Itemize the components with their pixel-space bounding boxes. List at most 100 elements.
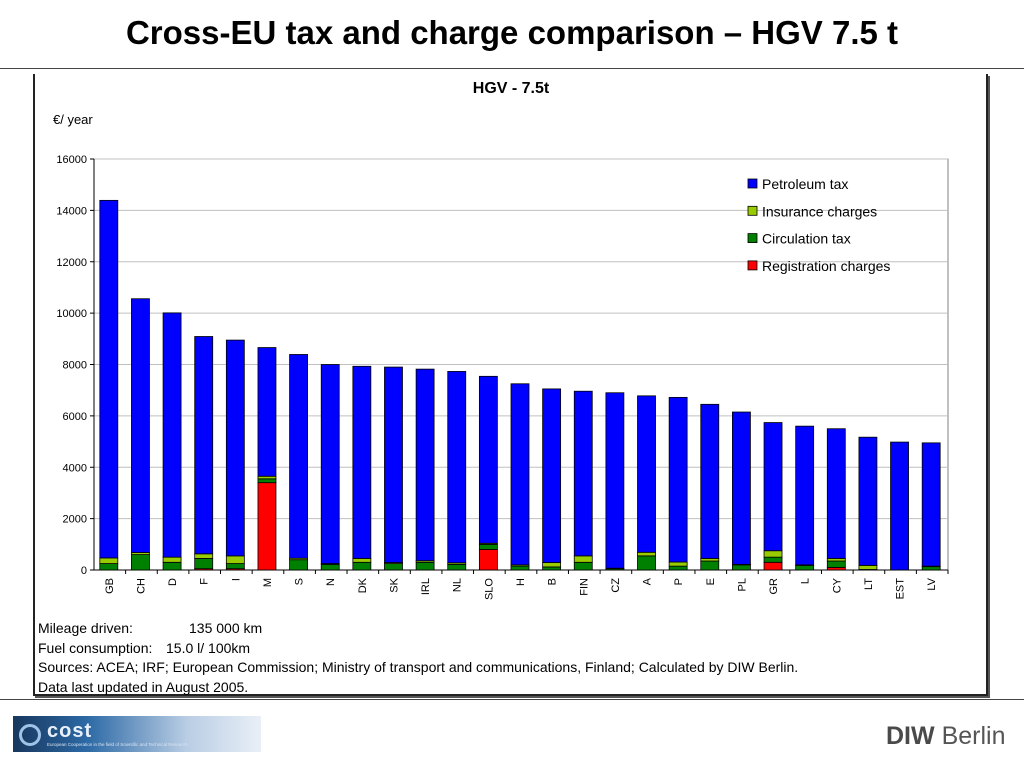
x-tick-label: I (230, 578, 242, 581)
bar-segment-petroleum-tax (225, 339, 245, 557)
bar-segment-circulation-tax (510, 565, 530, 571)
x-tick-label: A (642, 577, 654, 585)
x-tick-label: N (325, 578, 337, 586)
bar-segment-petroleum-tax (352, 365, 372, 559)
bar-segment-petroleum-tax (289, 354, 308, 559)
x-tick-label: LT (863, 578, 875, 590)
diw-logo-rest: Berlin (941, 722, 1006, 750)
bar-segment-registration-charges (257, 482, 277, 571)
bar-segment-petroleum-tax (162, 312, 182, 558)
cost-logo: cost European Cooperation in the field o… (13, 716, 261, 752)
chart-title: HGV - 7.5t (473, 80, 550, 97)
bar-segment-petroleum-tax (415, 368, 435, 562)
fuel-label: Fuel consumption: (38, 639, 153, 656)
x-tick-label: CH (135, 578, 147, 594)
bar-segment-circulation-tax (763, 556, 783, 563)
bar-segment-petroleum-tax (257, 347, 277, 477)
x-tick-label: M (262, 578, 274, 587)
x-tick-label: CZ (610, 578, 622, 593)
bar-segment-insurance-charges (668, 561, 688, 567)
x-tick-label: D (167, 578, 179, 586)
bar-segment-insurance-charges (194, 553, 214, 559)
bar-segment-petroleum-tax (732, 411, 751, 565)
bar-segment-circulation-tax (257, 478, 277, 484)
legend-swatch (747, 178, 758, 189)
mileage-row: Mileage driven: 135 000 km (38, 619, 798, 639)
y-tick-label: 12000 (56, 257, 87, 269)
bar-segment-insurance-charges (637, 551, 656, 557)
fuel-row: Fuel consumption: 15.0 l/ 100km (38, 639, 798, 659)
x-tick-label: SK (388, 577, 400, 592)
mileage-value: 135 000 km (189, 620, 263, 636)
bar-segment-insurance-charges (162, 556, 182, 563)
bar-segment-petroleum-tax (637, 395, 656, 553)
bar-segment-petroleum-tax (99, 199, 119, 559)
x-tick-label: F (199, 578, 211, 585)
x-tick-label: DK (357, 577, 369, 593)
bar-segment-circulation-tax (162, 561, 182, 571)
bar-segment-petroleum-tax (605, 392, 625, 569)
mileage-label: Mileage driven: (38, 620, 133, 636)
bar-segment-petroleum-tax (795, 425, 815, 566)
slide-title: Cross-EU tax and charge comparison – HGV… (125, 14, 899, 51)
fuel-value: 15.0 l/ 100km (166, 639, 251, 656)
x-tick-label: EST (895, 578, 907, 600)
bar-segment-insurance-charges (352, 558, 372, 563)
legend-swatch (747, 260, 758, 271)
bar-segment-circulation-tax (447, 563, 467, 571)
bar-segment-circulation-tax (921, 566, 941, 571)
y-tick-label: 0 (81, 565, 87, 577)
bar-segment-circulation-tax (637, 555, 656, 571)
x-tick-label: H (515, 578, 527, 586)
bar-segment-circulation-tax (194, 558, 214, 570)
bar-segment-petroleum-tax (858, 436, 878, 566)
bar-segment-circulation-tax (131, 554, 150, 571)
chart: HGV - 7.5t €/ year 0 2000 4000 6000 8000 10000 1… (53, 80, 949, 600)
bar-segment-circulation-tax (700, 560, 720, 571)
bar-segment-petroleum-tax (763, 422, 783, 552)
x-tick-label: GB (104, 578, 116, 594)
bar-segment-petroleum-tax (320, 364, 340, 564)
cost-logo-subtitle: European Cooperation in the field of Sci… (47, 742, 188, 747)
bar-segment-insurance-charges (542, 562, 562, 568)
x-tick-label: P (673, 578, 685, 585)
x-tick-label: PL (736, 578, 748, 591)
bar-segment-circulation-tax (668, 565, 688, 571)
bar-segment-circulation-tax (289, 559, 308, 571)
legend-label: Registration charges (762, 258, 890, 274)
bar-segment-petroleum-tax (478, 375, 498, 544)
bar-segment-circulation-tax (795, 564, 815, 571)
bar-segment-insurance-charges (858, 564, 878, 570)
bar-segment-petroleum-tax (131, 298, 150, 553)
bar-segment-circulation-tax (732, 564, 751, 571)
y-tick-label: 4000 (63, 462, 87, 474)
x-tick-label: LV (926, 577, 938, 590)
bar-segment-circulation-tax (415, 561, 435, 571)
x-tick-label: CY (831, 577, 843, 593)
title-divider (0, 68, 1024, 69)
bar-segment-petroleum-tax (194, 336, 214, 555)
x-tick-label: SLO (483, 578, 495, 600)
x-tick-label: IRL (420, 578, 432, 595)
bar-segment-petroleum-tax (921, 442, 941, 567)
bar-segment-petroleum-tax (384, 366, 403, 563)
bar-segment-petroleum-tax (510, 383, 530, 566)
bar-segment-circulation-tax (542, 566, 562, 571)
bar-segment-petroleum-tax (447, 371, 467, 564)
bar-segment-circulation-tax (478, 543, 498, 550)
cost-mark-icon (19, 724, 41, 746)
y-tick-label: 8000 (63, 360, 87, 372)
y-tick-label: 10000 (56, 308, 87, 320)
bar-segment-circulation-tax (384, 563, 403, 571)
sources-text: Sources: ACEA; IRF; European Commission;… (38, 659, 799, 675)
bar-segment-registration-charges (763, 561, 783, 571)
diw-logo-bold: DIW (886, 722, 935, 750)
legend-swatch (747, 233, 758, 244)
x-tick-label: NL (452, 578, 464, 592)
bar-segment-circulation-tax (99, 563, 119, 571)
footer-divider (0, 699, 1024, 700)
bar-segment-petroleum-tax (573, 390, 593, 557)
legend-label: Circulation tax (762, 231, 851, 247)
y-axis-label: €/ year (53, 112, 93, 127)
legend-label: Petroleum tax (762, 176, 848, 192)
